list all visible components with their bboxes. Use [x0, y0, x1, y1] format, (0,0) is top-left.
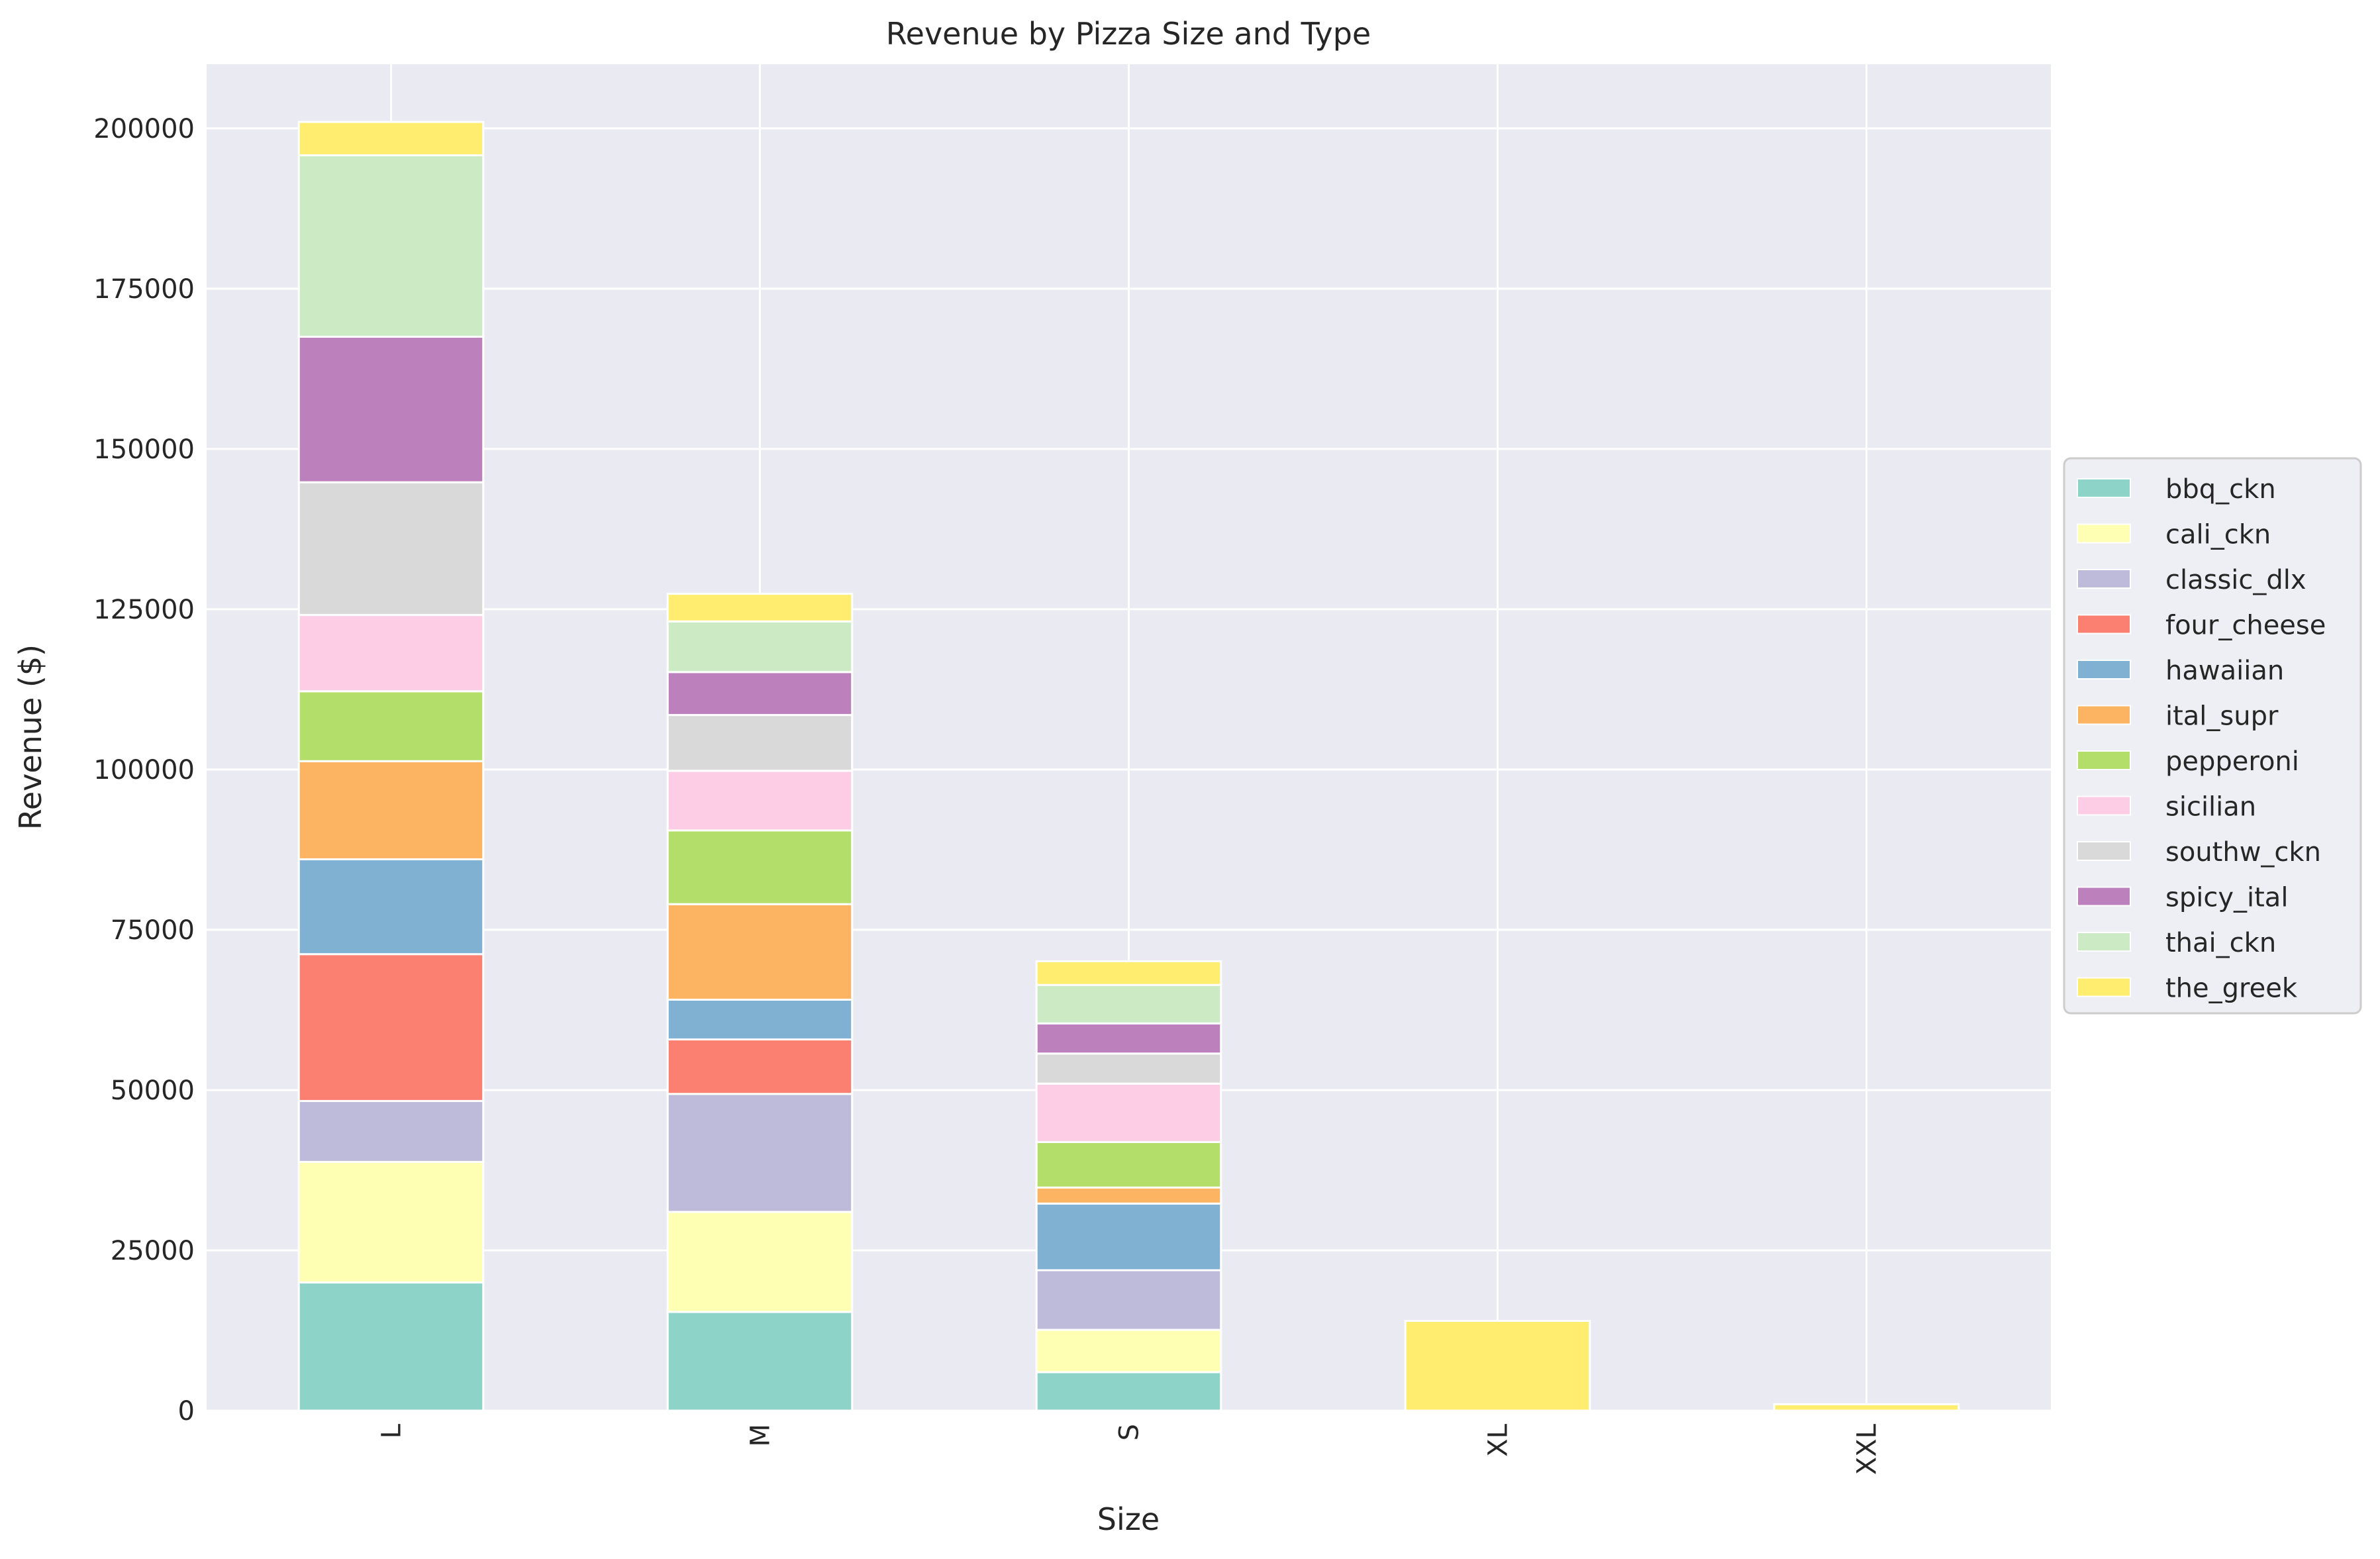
- chart-title: Revenue by Pizza Size and Type: [886, 16, 1371, 52]
- bar-segment-classic_dlx-L: [297, 1099, 485, 1163]
- bar-segment-sicilian-S: [1035, 1082, 1222, 1143]
- bar-segment-hawaiian-S: [1035, 1202, 1222, 1272]
- legend-swatch-spicy_ital: [2077, 886, 2131, 907]
- bar-segment-cali_ckn-L: [297, 1160, 485, 1283]
- x-tick-label: XXL: [1852, 1423, 1883, 1475]
- bar-segment-the_greek-L: [297, 121, 485, 156]
- bar-segment-four_cheese-L: [297, 953, 485, 1102]
- bar-segment-spicy_ital-M: [666, 671, 854, 717]
- legend-label-the_greek: the_greek: [2165, 974, 2298, 1004]
- bar-segment-cali_ckn-M: [666, 1211, 854, 1313]
- legend-swatch-pepperoni: [2077, 750, 2131, 770]
- bar-segment-the_greek-XL: [1404, 1319, 1591, 1412]
- legend-label-spicy_ital: spicy_ital: [2165, 883, 2288, 913]
- bar-segment-thai_ckn-M: [666, 620, 854, 674]
- bar-segment-ital_supr-M: [666, 903, 854, 1001]
- bar-segment-pepperoni-M: [666, 829, 854, 905]
- bar-segment-the_greek-M: [666, 593, 854, 623]
- legend-label-four_cheese: four_cheese: [2165, 611, 2326, 641]
- bar-segment-bbq_ckn-S: [1035, 1371, 1222, 1412]
- bar-segment-four_cheese-M: [666, 1038, 854, 1095]
- x-tick-label: S: [1115, 1424, 1145, 1440]
- bar-segment-southw_ckn-L: [297, 481, 485, 617]
- bar-segment-bbq_ckn-L: [297, 1281, 485, 1412]
- legend-swatch-classic_dlx: [2077, 569, 2131, 589]
- bar-segment-hawaiian-L: [297, 858, 485, 956]
- bar-segment-spicy_ital-L: [297, 335, 485, 483]
- bar-segment-ital_supr-L: [297, 760, 485, 860]
- legend-label-southw_ckn: southw_ckn: [2165, 837, 2321, 868]
- bar-segment-cali_ckn-S: [1035, 1329, 1222, 1374]
- y-tick-label: 150000: [93, 434, 195, 465]
- legend-label-ital_supr: ital_supr: [2165, 701, 2279, 732]
- legend-swatch-four_cheese: [2077, 614, 2131, 634]
- y-tick-label: 200000: [93, 114, 195, 144]
- x-tick-labels: L M S XL XXL: [377, 1423, 1883, 1475]
- y-tick-label: 100000: [93, 755, 195, 785]
- legend-label-sicilian: sicilian: [2165, 792, 2256, 823]
- y-tick-label: 175000: [93, 274, 195, 305]
- bar-segment-thai_ckn-S: [1035, 983, 1222, 1025]
- bar-segment-the_greek-XXL: [1773, 1403, 1960, 1412]
- bar-segment-southw_ckn-M: [666, 714, 854, 772]
- y-tick-labels: 0 25000 50000 75000 100000 125000 150000 175000…: [93, 114, 195, 1427]
- bars: [297, 121, 1960, 1412]
- x-tick-label: L: [377, 1423, 407, 1438]
- legend: bbq_ckn cali_ckn classic_dlx four_cheesehaw…: [2063, 457, 2362, 1015]
- legend-swatch-cali_ckn: [2077, 523, 2131, 544]
- x-tick-label: M: [746, 1424, 776, 1447]
- bar-segment-ital_supr-S: [1035, 1186, 1222, 1205]
- bar-segment-pepperoni-L: [297, 690, 485, 762]
- y-tick-label: 0: [178, 1396, 195, 1427]
- legend-swatch-ital_supr: [2077, 705, 2131, 725]
- bar-segment-sicilian-M: [666, 770, 854, 832]
- legend-label-cali_ckn: cali_ckn: [2165, 520, 2271, 550]
- legend-label-thai_ckn: thai_ckn: [2165, 928, 2276, 958]
- legend-label-classic_dlx: classic_dlx: [2165, 565, 2306, 595]
- y-axis-label: Revenue ($): [13, 644, 48, 830]
- bar-segment-southw_ckn-S: [1035, 1052, 1222, 1085]
- y-tick-label: 75000: [111, 915, 195, 946]
- bar-segment-the_greek-S: [1035, 960, 1222, 986]
- bar-segment-sicilian-L: [297, 614, 485, 693]
- legend-swatch-southw_ckn: [2077, 841, 2131, 861]
- legend-swatch-thai_ckn: [2077, 932, 2131, 952]
- x-axis-label: Size: [1097, 1501, 1160, 1537]
- legend-swatch-sicilian: [2077, 795, 2131, 816]
- y-tick-label: 125000: [93, 595, 195, 625]
- bar-segment-classic_dlx-M: [666, 1093, 854, 1213]
- legend-swatch-the_greek: [2077, 977, 2131, 997]
- legend-box: [2063, 457, 2362, 1015]
- legend-swatch-hawaiian: [2077, 660, 2131, 679]
- bar-segment-spicy_ital-S: [1035, 1022, 1222, 1055]
- bar-segment-classic_dlx-S: [1035, 1269, 1222, 1331]
- bar-segment-hawaiian-M: [666, 998, 854, 1040]
- legend-swatch-bbq_ckn: [2077, 478, 2131, 498]
- y-tick-label: 50000: [111, 1076, 195, 1106]
- legend-label-hawaiian: hawaiian: [2165, 656, 2284, 686]
- bar-segment-bbq_ckn-M: [666, 1311, 854, 1412]
- bar-segment-thai_ckn-L: [297, 154, 485, 338]
- legend-label-bbq_ckn: bbq_ckn: [2165, 474, 2276, 505]
- legend-label-pepperoni: pepperoni: [2165, 746, 2299, 777]
- x-tick-label: XL: [1483, 1423, 1514, 1456]
- bar-segment-pepperoni-S: [1035, 1140, 1222, 1189]
- y-tick-label: 25000: [111, 1236, 195, 1266]
